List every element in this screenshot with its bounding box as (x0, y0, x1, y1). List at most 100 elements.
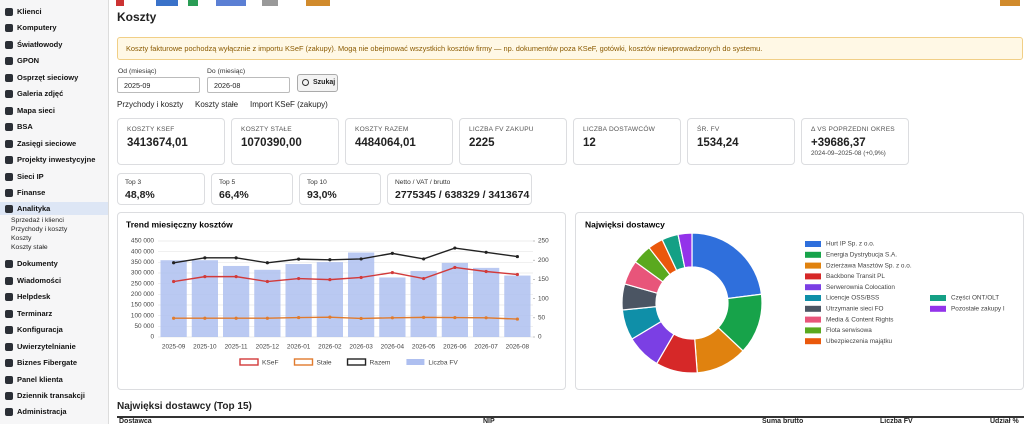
stat-card: Top 3 48,8% (117, 173, 205, 205)
menu-item[interactable]: Biznes Fibergate (17, 358, 78, 368)
menu-item[interactable]: Osprzęt sieciowy (17, 72, 79, 82)
menu-icon (5, 90, 13, 99)
from-label: Od (miesiąc) (118, 68, 157, 75)
stat-label: Top 5 (219, 179, 236, 186)
submenu-item[interactable]: Koszty stałe (11, 243, 48, 251)
toolbar-icon (1000, 0, 1020, 6)
table-header: Suma brutto (762, 418, 804, 425)
table-header: Dostawca (119, 418, 152, 425)
tab[interactable]: Koszty stałe (195, 100, 239, 109)
menu-icon (5, 375, 13, 384)
stat-card: Netto / VAT / brutto 2775345 / 638329 / 3… (387, 173, 532, 205)
menu-item[interactable]: Terminarz (17, 308, 53, 318)
to-input[interactable]: 2026-08 (207, 77, 290, 93)
active-highlight (0, 202, 108, 216)
kpi-value: 12 (583, 137, 596, 149)
menu-icon (5, 8, 13, 16)
menu-item[interactable]: Konfiguracja (17, 325, 63, 335)
table-rule (117, 416, 1024, 418)
tab[interactable]: Przychody i koszty (117, 100, 184, 109)
kpi-value: +39686,37 (811, 137, 866, 149)
menu-icon (5, 57, 13, 66)
menu-icon (5, 260, 13, 269)
menu-item[interactable]: Światłowody (17, 39, 63, 49)
menu-item[interactable]: GPON (17, 56, 40, 66)
table-header: Udział % (990, 418, 1019, 425)
menu-item[interactable]: Mapa sieci (17, 105, 55, 115)
menu-icon (5, 40, 13, 49)
stat-label: Top 10 (307, 179, 327, 186)
menu-item[interactable]: Dziennik transakcji (17, 391, 85, 400)
to-label: Do (miesiąc) (207, 68, 246, 75)
menu-item[interactable]: Wiadomości (17, 275, 62, 285)
kpi-label: KOSZTY STAŁE (241, 126, 292, 133)
menu-item[interactable]: Panel klienta (17, 374, 63, 384)
kpi-label: KOSZTY RAZEM (355, 126, 409, 133)
menu-icon (5, 326, 13, 335)
menu-item[interactable]: Finanse (17, 187, 46, 197)
menu-icon (5, 392, 13, 400)
kpi-value: 1534,24 (697, 137, 739, 149)
menu-item[interactable]: BSA (17, 122, 33, 132)
stat-value: 66,4% (219, 189, 249, 201)
kpi-label: LICZBA DOSTAWCÓW (583, 126, 656, 133)
notice-text: Koszty fakturowe pochodzą wyłącznie z im… (126, 44, 763, 53)
search-label[interactable]: Szukaj (313, 79, 336, 86)
menu-icon (5, 156, 13, 165)
toolbar-icons (116, 0, 336, 7)
stat-label: Netto / VAT / brutto (395, 179, 451, 186)
menu-item[interactable]: Administracja (17, 407, 67, 417)
menu-icon (5, 73, 13, 82)
sidebar: Klienci Komputery Światłowody GPON Osprzęt s… (0, 0, 109, 424)
stat-value: 93,0% (307, 189, 337, 201)
kpi-card: ŚR. FV 1534,24 (687, 118, 795, 165)
stat-card: Top 10 93,0% (299, 173, 381, 205)
kpi-card: KOSZTY STAŁE 1070390,00 (231, 118, 339, 165)
menu-item[interactable]: Dokumenty (17, 259, 58, 269)
submenu-item[interactable]: Sprzedaż i klienci (11, 216, 64, 224)
chart-card (575, 212, 1024, 390)
menu-icon (5, 205, 13, 214)
submenu-item[interactable]: Koszty (11, 234, 32, 242)
chart-card (117, 212, 566, 390)
menu-item[interactable]: Sieci IP (17, 171, 44, 181)
menu-item[interactable]: Projekty inwestycyjne (17, 155, 96, 165)
kpi-value: 1070390,00 (241, 137, 302, 149)
menu-icon (5, 24, 13, 33)
menu-icon (5, 106, 13, 115)
menu-icon (5, 276, 13, 285)
kpi-value: 4484064,01 (355, 137, 416, 149)
kpi-value: 3413674,01 (127, 137, 188, 149)
kpi-note: 2024-09–2025-08 (+0,9%) (811, 150, 886, 157)
from-input[interactable]: 2025-09 (117, 77, 200, 93)
stat-value: 2775345 / 638329 / 3413674 (395, 189, 530, 201)
menu-item[interactable]: Analityka (17, 204, 51, 214)
table-header: NIP (483, 418, 495, 425)
kpi-value: 2225 (469, 137, 495, 149)
stat-label: Top 3 (125, 179, 142, 186)
menu-item[interactable]: Galeria zdjęć (17, 89, 64, 99)
menu-icon (5, 139, 13, 148)
menu-item[interactable]: Komputery (17, 23, 57, 33)
kpi-label: Δ VS POPRZEDNI OKRES (811, 126, 895, 133)
menu-icon (5, 293, 13, 302)
kpi-label: KOSZTY KSEF (127, 126, 175, 133)
menu-icon (5, 172, 13, 181)
menu-icon (5, 342, 13, 351)
search-icon (302, 79, 309, 86)
kpi-label: LICZBA FV ZAKUPU (469, 126, 534, 133)
menu-icon (5, 309, 13, 318)
menu-item[interactable]: Helpdesk (17, 292, 51, 302)
submenu-item[interactable]: Przychody i koszty (11, 225, 68, 233)
tab[interactable]: Import KSeF (zakupy) (250, 100, 328, 109)
menu-icon (5, 359, 13, 368)
notice-box: Koszty fakturowe pochodzą wyłącznie z im… (117, 37, 1023, 60)
kpi-card: KOSZTY RAZEM 4484064,01 (345, 118, 453, 165)
menu-item[interactable]: Klienci (17, 7, 42, 16)
menu-item[interactable]: Zasięgi sieciowe (17, 138, 77, 148)
menu-icon (5, 188, 13, 197)
search-button[interactable]: Szukaj (297, 74, 338, 92)
menu-item[interactable]: Uwierzytelnianie (17, 341, 76, 351)
kpi-card: LICZBA FV ZAKUPU 2225 (459, 118, 567, 165)
